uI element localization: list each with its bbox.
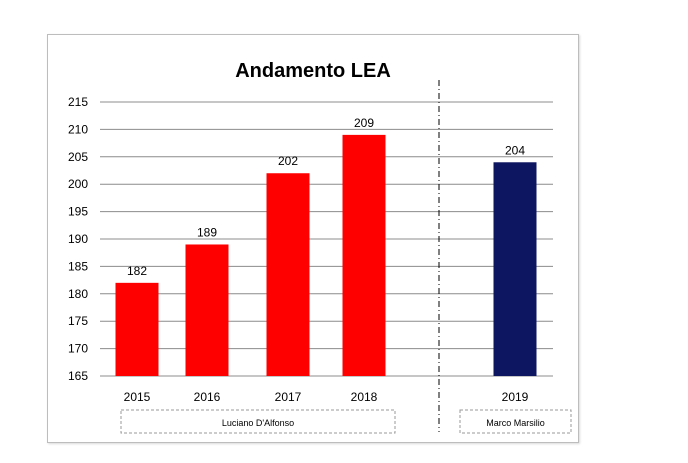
y-tick-label: 205	[68, 150, 88, 164]
group-box	[120, 409, 396, 434]
y-tick-label: 195	[68, 205, 88, 219]
y-tick-label: 190	[68, 232, 88, 246]
group-label: Marco Marsilio	[486, 418, 545, 428]
bar-2016	[185, 244, 229, 376]
data-label: 202	[278, 154, 298, 168]
data-label: 182	[127, 264, 147, 278]
group-box	[459, 409, 572, 434]
x-axis-labels: 2015 2016 2017 2018 2019	[124, 390, 529, 404]
bar-2015	[115, 282, 159, 376]
y-tick-label: 215	[68, 95, 88, 109]
bar-2018	[342, 134, 386, 376]
x-tick-label: 2017	[275, 390, 302, 404]
data-label: 189	[197, 225, 217, 239]
y-tick-label: 185	[68, 259, 88, 273]
x-tick-label: 2019	[502, 390, 529, 404]
x-tick-label: 2015	[124, 390, 151, 404]
x-tick-label: 2018	[351, 390, 378, 404]
bar-2019	[493, 162, 537, 376]
bar-2017	[266, 173, 310, 376]
data-label: 209	[354, 116, 374, 130]
chart-frame: Andamento LEA 165 170 175 180 185 190 195 200 20…	[47, 34, 579, 443]
y-tick-label: 170	[68, 342, 88, 356]
x-tick-label: 2016	[194, 390, 221, 404]
y-tick-label: 180	[68, 287, 88, 301]
bars: 182 189 202 209 204	[115, 116, 537, 376]
gridlines	[100, 101, 553, 377]
bar-chart: Andamento LEA 165 170 175 180 185 190 195 200 20…	[68, 60, 572, 434]
group-labels: Luciano D'Alfonso Marco Marsilio	[120, 409, 572, 434]
y-axis-ticks: 165 170 175 180 185 190 195 200 205 210 215	[68, 95, 88, 383]
y-tick-label: 175	[68, 314, 88, 328]
y-tick-label: 165	[68, 369, 88, 383]
y-tick-label: 210	[68, 122, 88, 136]
data-label: 204	[505, 143, 525, 157]
y-tick-label: 200	[68, 177, 88, 191]
chart-title: Andamento LEA	[235, 60, 391, 82]
group-label: Luciano D'Alfonso	[222, 418, 294, 428]
